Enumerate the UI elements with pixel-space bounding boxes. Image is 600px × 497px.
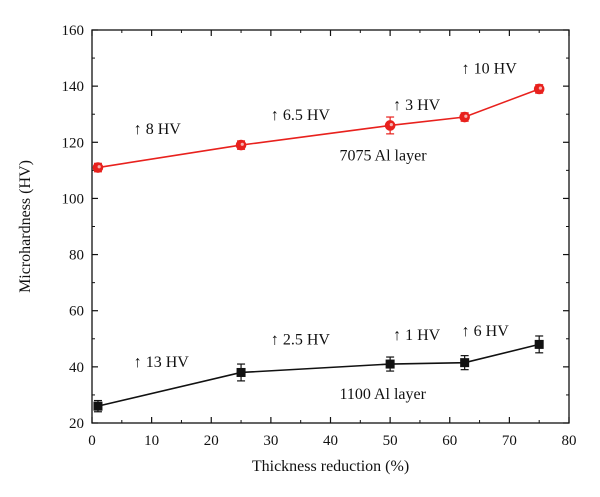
x-tick-label: 70 bbox=[502, 433, 517, 449]
annotation-label: 7075 Al layer bbox=[339, 148, 427, 165]
annotation-label: ↑ 2.5 HV bbox=[271, 331, 331, 348]
x-tick-label: 60 bbox=[442, 433, 457, 449]
y-tick-label: 20 bbox=[69, 416, 84, 432]
data-point-highlight bbox=[464, 114, 468, 118]
x-axis-title: Thickness reduction (%) bbox=[252, 458, 409, 475]
y-tick-label: 120 bbox=[62, 135, 85, 151]
series-layer bbox=[92, 83, 545, 413]
data-point-highlight bbox=[389, 123, 393, 127]
data-point-highlight bbox=[538, 86, 542, 90]
x-tick-label: 50 bbox=[383, 433, 398, 449]
annotation-label: ↑ 6.5 HV bbox=[271, 107, 331, 124]
data-point bbox=[93, 401, 103, 411]
x-tick-label: 10 bbox=[144, 433, 159, 449]
data-point bbox=[534, 339, 544, 349]
data-point-highlight bbox=[240, 142, 244, 146]
annotation-label: ↑ 10 HV bbox=[462, 61, 518, 78]
data-point bbox=[236, 367, 246, 377]
x-tick-label: 40 bbox=[323, 433, 338, 449]
x-tick-label: 0 bbox=[88, 433, 96, 449]
x-tick-label: 80 bbox=[562, 433, 577, 449]
annotation-label: ↑ 3 HV bbox=[393, 97, 441, 114]
annotation-label: ↑ 1 HV bbox=[393, 327, 441, 344]
annotation-label: ↑ 8 HV bbox=[134, 121, 182, 138]
annotation-label: 1100 Al layer bbox=[339, 386, 426, 403]
data-point bbox=[385, 359, 395, 369]
annotation-label: ↑ 6 HV bbox=[462, 323, 510, 340]
y-tick-label: 160 bbox=[62, 23, 85, 39]
y-axis: 20 40 60 80 100 120 140 160 bbox=[62, 23, 569, 432]
series-2 bbox=[93, 335, 544, 413]
x-tick-label: 30 bbox=[263, 433, 278, 449]
data-point-highlight bbox=[97, 165, 101, 169]
y-tick-label: 60 bbox=[69, 304, 84, 320]
x-axis: 0 10 20 30 40 50 60 70 80 bbox=[88, 30, 577, 449]
x-tick-label: 20 bbox=[204, 433, 219, 449]
y-tick-label: 80 bbox=[69, 248, 84, 264]
y-axis-title: Microhardness (HV) bbox=[17, 160, 34, 293]
annotation-layer: ↑ 8 HV ↑ 6.5 HV ↑ 3 HV ↑ 10 HV ↑ 13 HV ↑ 2.5 … bbox=[134, 61, 517, 404]
series-1 bbox=[92, 83, 545, 173]
annotation-label: ↑ 13 HV bbox=[134, 354, 190, 371]
data-point bbox=[460, 358, 470, 368]
y-tick-label: 140 bbox=[62, 79, 85, 95]
y-tick-label: 40 bbox=[69, 360, 84, 376]
y-tick-label: 100 bbox=[62, 191, 85, 207]
